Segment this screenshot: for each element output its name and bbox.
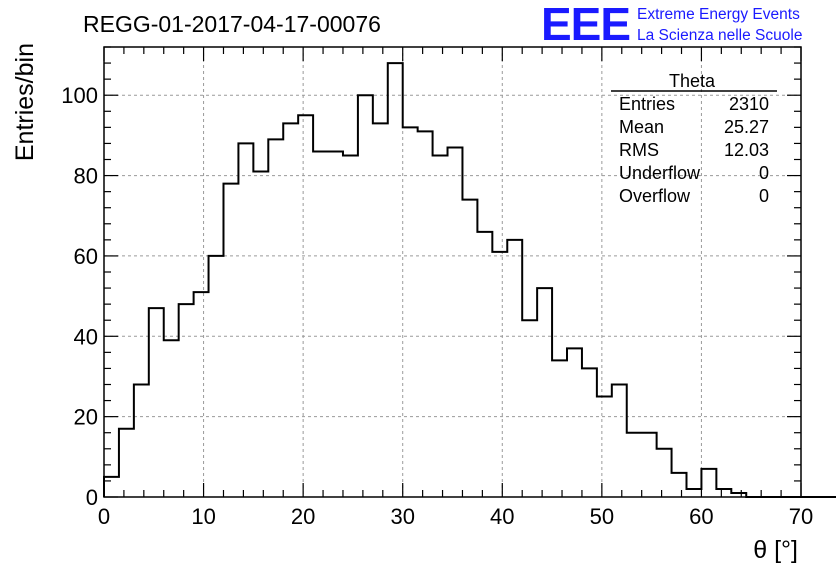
x-tick-label: 70 [789, 504, 813, 529]
stats-label: Underflow [619, 163, 701, 183]
histogram-series [103, 62, 836, 498]
eee-logo: EEE Extreme Energy Events La Scienza nel… [541, 0, 802, 50]
x-tick-label: 30 [390, 504, 414, 529]
x-tick-label: 60 [689, 504, 713, 529]
x-tick-label: 40 [490, 504, 514, 529]
x-tick-label: 50 [590, 504, 614, 529]
x-tick-label: 10 [191, 504, 215, 529]
stats-label: Mean [619, 117, 664, 137]
stats-box: Theta Entries 2310 Mean 25.27 RMS 12.03 Underf… [611, 71, 777, 206]
x-axis-label: θ [°] [753, 536, 798, 564]
stats-value: 25.27 [724, 117, 769, 137]
stats-value: 12.03 [724, 140, 769, 160]
y-tick-labels: 0 20 40 60 80 100 [61, 83, 98, 510]
y-tick-label: 60 [74, 244, 98, 269]
logo-mark: EEE [541, 0, 630, 50]
y-tick-label: 0 [86, 485, 98, 510]
y-tick-label: 40 [74, 324, 98, 349]
logo-line-1: Extreme Energy Events [637, 6, 800, 23]
stats-value: 0 [759, 186, 769, 206]
x-tick-label: 20 [291, 504, 315, 529]
y-tick-label: 100 [61, 83, 98, 108]
stats-rows: Entries 2310 Mean 25.27 RMS 12.03 Underflow 0 Ov… [619, 94, 769, 206]
chart-title: REGG-01-2017-04-17-00076 [83, 11, 381, 37]
logo-line-2: La Scienza nelle Scuole [637, 27, 802, 44]
stats-value: 2310 [729, 94, 769, 114]
stats-title: Theta [669, 71, 716, 91]
y-tick-label: 20 [74, 405, 98, 430]
y-axis-label: Entries/bin [11, 43, 39, 161]
stats-label: Entries [619, 94, 675, 114]
x-tick-labels: 0 10 20 30 40 50 60 70 [98, 504, 813, 529]
x-tick-label: 0 [98, 504, 110, 529]
stats-label: RMS [619, 140, 659, 160]
plot-frame [103, 46, 802, 498]
stats-value: 0 [759, 163, 769, 183]
stats-label: Overflow [619, 186, 691, 206]
y-tick-label: 80 [74, 164, 98, 189]
